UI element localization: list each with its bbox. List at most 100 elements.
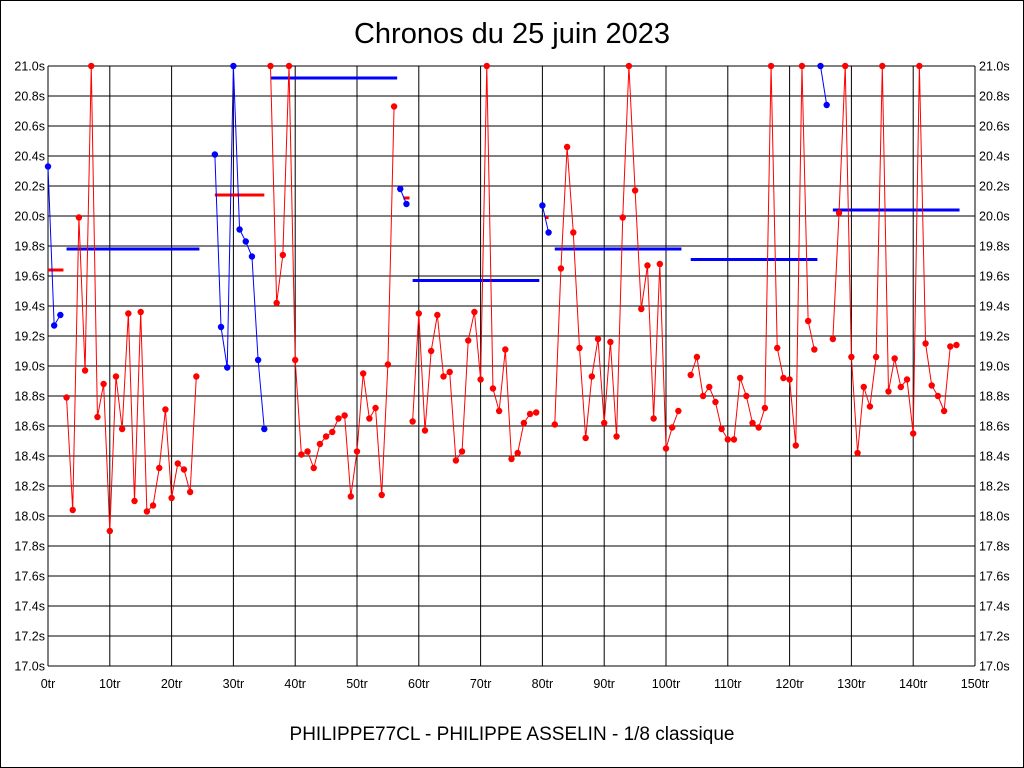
x-tick-label: 90tr [593,677,615,691]
data-point-stint-6-red-1 [835,209,843,217]
x-tick-label: 70tr [470,677,492,691]
data-point-stint-6-red-16 [928,382,935,389]
data-point-stint-4-red-7 [594,335,602,343]
data-point-stint-4-red-15 [644,262,651,269]
y-tick-label-right: 19.0s [979,360,1010,374]
data-point-stint-1-red-0 [63,394,70,401]
y-tick-label-right: 17.6s [979,570,1010,584]
data-point-stint-5-red-15 [780,374,787,382]
data-point-stint-5-red-5 [718,425,725,433]
y-tick-label-right: 20.4s [979,150,1010,164]
y-tick-label-right: 19.8s [979,240,1010,254]
data-point-stint-4-red-13 [631,187,639,194]
data-point-stint-2-blue-8 [261,425,268,433]
data-point-stint-3-red-4 [434,311,441,319]
y-tick-label-left: 17.0s [14,660,45,674]
x-tick-label: 30tr [223,677,245,691]
data-point-stint-5-red-2 [699,392,707,400]
chart-marks [44,62,960,535]
data-point-stint-6-red-6 [866,403,874,410]
data-point-stint-1-red-17 [168,494,175,502]
y-tick-label-left: 19.2s [14,330,45,344]
data-point-stint-1-red-13 [143,508,151,515]
data-point-stint-5-red-16 [786,376,793,383]
y-tick-label-right: 21.0s [979,60,1010,74]
data-point-stint-6-blue-1 [823,101,830,109]
data-point-stint-2-blue-7 [254,356,262,364]
y-tick-label-right: 17.0s [979,660,1010,674]
y-tick-label-left: 19.8s [14,240,45,254]
data-point-stint-2-red-14 [353,448,361,455]
data-point-stint-2-red-10 [329,428,336,436]
data-point-stint-6-red-11 [897,383,905,391]
y-tick-label-left: 19.4s [14,300,45,314]
data-point-stint-3-red-6 [446,368,453,376]
y-tick-label-right: 17.4s [979,600,1010,614]
data-point-stint-2-blue-1 [217,323,225,331]
y-tick-label-right: 18.8s [979,390,1010,404]
data-point-stint-2-red-20 [390,103,398,110]
data-point-stint-2-blue-2 [224,364,231,371]
data-point-stint-1-red-3 [81,367,89,374]
data-point-stint-2-red-15 [359,370,367,377]
data-point-stint-4-red-14 [638,305,645,313]
data-point-stint-3-red-10 [471,308,478,316]
data-point-stint-5-red-14 [774,344,781,352]
x-tick-label: 150tr [961,677,990,691]
data-point-stint-6-red-20 [953,341,960,349]
data-point-stint-1-blue-0 [44,163,52,170]
y-tick-label-right: 20.6s [979,120,1010,134]
data-point-stint-6-red-9 [885,388,892,395]
data-point-stint-4-red-11 [619,214,626,221]
data-point-stint-5-red-6 [724,436,731,443]
data-point-stint-6-red-10 [891,355,898,362]
data-point-stint-2-blue-5 [242,238,249,245]
data-point-stint-2-red-11 [335,415,342,422]
data-point-stint-5-red-13 [767,62,775,70]
data-point-stint-1-red-8 [112,373,120,380]
data-point-stint-3-red-8 [458,448,466,455]
y-tick-label-right: 17.2s [979,630,1010,644]
data-point-stint-6-red-7 [872,353,880,361]
data-point-stint-6-red-5 [860,383,867,391]
data-point-stint-2-red-1 [273,299,280,307]
data-point-stint-4-red-19 [668,424,676,431]
data-point-stint-3-red-17 [514,449,521,457]
y-tick-label-left: 20.0s [14,210,45,224]
y-tick-label-right: 18.6s [979,420,1010,434]
data-point-stint-4-red-3 [570,229,577,236]
data-point-stint-5-red-18 [798,62,806,70]
data-point-stint-6-red-4 [854,449,861,457]
data-point-stint-5-red-1 [693,353,701,361]
y-tick-label-left: 19.6s [14,270,45,284]
data-point-stint-5-red-9 [743,392,750,400]
data-point-stint-3-blue-0 [397,185,404,193]
y-tick-label-right: 17.8s [979,540,1010,554]
x-tick-label: 120tr [775,677,804,691]
y-tick-label-left: 20.6s [14,120,45,134]
y-tick-label-right: 19.4s [979,300,1010,314]
data-point-stint-5-red-10 [749,419,756,427]
data-point-stint-6-red-0 [829,335,837,343]
data-point-stint-1-red-14 [149,502,157,509]
data-point-stint-2-blue-4 [236,226,243,233]
data-point-stint-6-red-14 [916,62,923,70]
data-point-stint-2-red-5 [298,451,305,458]
data-point-stint-4-red-20 [675,407,682,415]
data-point-stint-2-blue-3 [230,62,237,70]
data-point-stint-2-red-6 [304,448,311,455]
data-point-stint-2-red-7 [310,464,317,472]
data-point-stint-4-red-16 [650,415,657,422]
data-point-stint-4-red-0 [551,421,558,428]
data-point-stint-6-red-12 [903,376,911,383]
data-point-stint-5-red-7 [730,436,738,443]
data-point-stint-3-red-15 [502,346,509,353]
data-point-stint-6-red-8 [879,62,886,70]
data-point-stint-1-red-6 [100,380,107,388]
data-point-stint-2-red-9 [322,433,330,440]
x-tick-label: 60tr [408,677,430,691]
data-point-stint-4-red-18 [662,445,670,452]
data-point-stint-6-red-19 [947,343,954,350]
y-tick-label-left: 20.2s [14,180,45,194]
